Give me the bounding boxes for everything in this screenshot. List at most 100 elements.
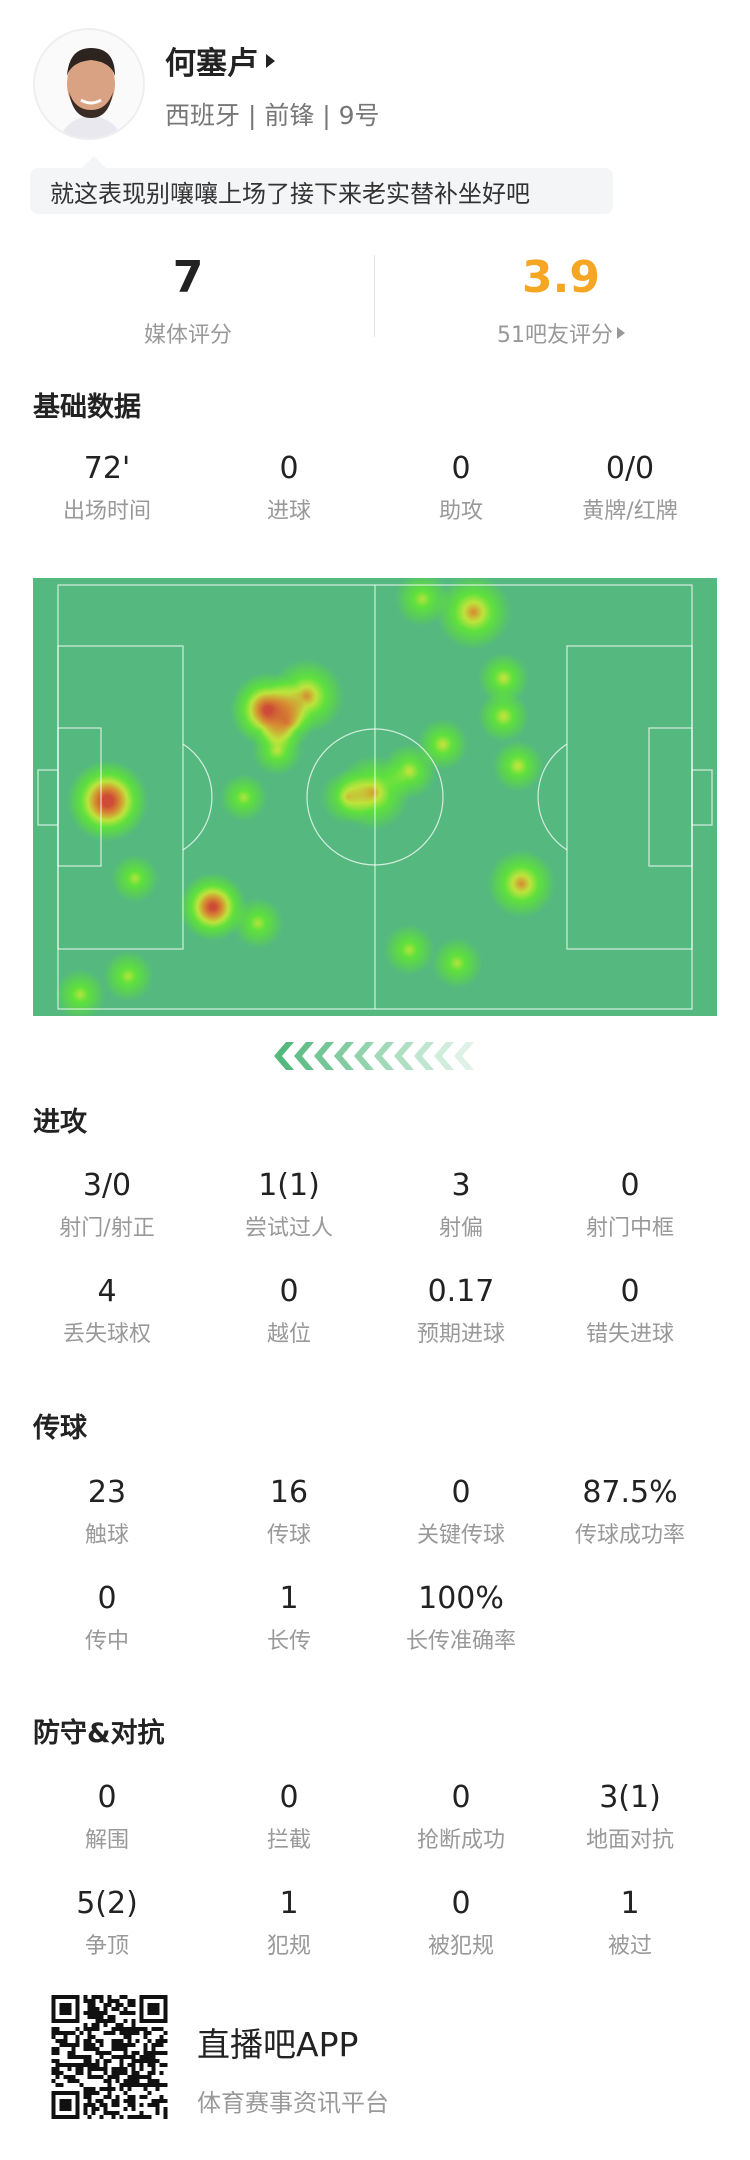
left-goal <box>37 769 59 826</box>
stat-item: 0 抢断成功 <box>375 1780 547 1854</box>
stat-item: 0 拦截 <box>203 1780 375 1854</box>
stat-item: 0 关键传球 <box>375 1475 547 1549</box>
chevron-left-icon <box>414 1042 434 1070</box>
player-avatar[interactable] <box>33 28 145 140</box>
stat-item: 3(1) 地面对抗 <box>544 1780 716 1854</box>
stat-label: 尝试过人 <box>244 1216 333 1241</box>
stat-item: 0 越位 <box>203 1274 375 1348</box>
stat-label: 拦截 <box>266 1828 311 1853</box>
stat-value: 1(1) <box>258 1168 320 1203</box>
stat-value: 1 <box>279 1886 299 1921</box>
stat-value: 4 <box>97 1274 117 1309</box>
stat-item: 3 射偏 <box>375 1168 547 1242</box>
stat-item: 4 丢失球权 <box>21 1274 193 1348</box>
stat-value: 3(1) <box>599 1780 661 1815</box>
section-title-attack: 进攻 <box>33 1107 87 1138</box>
stat-item: 16 传球 <box>203 1475 375 1549</box>
section-title-defense: 防守&对抗 <box>33 1718 165 1749</box>
stat-item: 5(2) 争顶 <box>21 1886 193 1960</box>
caret-right-icon <box>266 53 275 68</box>
chevron-left-icon <box>314 1042 334 1070</box>
fan-rating-value: 3.9 <box>522 252 600 303</box>
stat-item: 0/0 黄牌/红牌 <box>544 451 716 525</box>
stat-label: 传球 <box>266 1523 311 1548</box>
stat-value: 0 <box>451 451 471 486</box>
stat-value: 1 <box>620 1886 640 1921</box>
stat-label: 出场时间 <box>62 499 151 524</box>
stat-label: 抢断成功 <box>416 1828 505 1853</box>
stat-item: 0 被犯规 <box>375 1886 547 1960</box>
left-penalty-arc <box>182 743 213 851</box>
stat-item: 0 错失进球 <box>544 1274 716 1348</box>
chevron-left-icon <box>354 1042 374 1070</box>
right-goal-box <box>648 727 693 867</box>
fan-rating[interactable]: 3.9 51吧友评分 <box>376 252 746 349</box>
stat-value: 0 <box>279 1780 299 1815</box>
chevron-left-icon <box>394 1042 414 1070</box>
heatmap-pitch <box>33 578 717 1016</box>
stat-label: 射门中框 <box>585 1216 674 1241</box>
stat-value: 3 <box>451 1168 471 1203</box>
player-name: 何塞卢 <box>165 46 258 82</box>
stat-value: 1 <box>279 1581 299 1616</box>
player-name-link[interactable]: 何塞卢 <box>165 38 275 83</box>
section-title-passing: 传球 <box>33 1413 87 1444</box>
stat-value: 0 <box>279 451 299 486</box>
stat-value: 0 <box>279 1274 299 1309</box>
stat-item: 1(1) 尝试过人 <box>203 1168 375 1242</box>
chevron-left-icon <box>374 1042 394 1070</box>
stat-item: 87.5% 传球成功率 <box>544 1475 716 1549</box>
stat-value: 5(2) <box>76 1886 138 1921</box>
stat-label: 射门/射正 <box>59 1216 155 1241</box>
fan-rating-label: 51吧友评分 <box>497 323 613 348</box>
pitch-lines <box>37 584 713 1010</box>
stat-item: 72' 出场时间 <box>21 451 193 525</box>
chevron-left-icon <box>434 1042 454 1070</box>
stat-item: 0 解围 <box>21 1780 193 1854</box>
player-photo-icon <box>35 30 143 138</box>
chevron-left-icon <box>334 1042 354 1070</box>
stat-value: 100% <box>418 1581 504 1616</box>
stat-value: 0 <box>620 1274 640 1309</box>
left-penalty-box <box>57 645 184 950</box>
right-goal <box>691 769 713 826</box>
media-rating: 7 媒体评分 <box>3 252 373 349</box>
stat-label: 地面对抗 <box>585 1828 674 1853</box>
comment-text: 就这表现别嚷嚷上场了接下来老实替补坐好吧 <box>50 179 530 208</box>
right-penalty-box <box>566 645 693 950</box>
qr-code-icon <box>51 1995 168 2119</box>
stat-value: 0 <box>451 1886 471 1921</box>
stat-label: 被犯规 <box>427 1934 494 1959</box>
stat-value: 0 <box>620 1168 640 1203</box>
stat-label: 争顶 <box>84 1934 129 1959</box>
stat-value: 0/0 <box>605 451 655 486</box>
stat-item: 3/0 射门/射正 <box>21 1168 193 1242</box>
caret-right-icon <box>617 327 625 339</box>
stat-item: 0.17 预期进球 <box>375 1274 547 1348</box>
chevron-left-icon <box>274 1042 294 1070</box>
stat-label: 越位 <box>266 1322 311 1347</box>
stat-value: 0.17 <box>427 1274 495 1309</box>
stat-label: 被过 <box>607 1934 652 1959</box>
right-penalty-arc <box>537 743 568 851</box>
stat-item: 0 助攻 <box>375 451 547 525</box>
stat-item: 23 触球 <box>21 1475 193 1549</box>
stat-label: 解围 <box>84 1828 129 1853</box>
app-tagline: 体育赛事资讯平台 <box>197 2089 389 2117</box>
chevron-left-icon <box>454 1042 474 1070</box>
stat-label: 黄牌/红牌 <box>582 499 678 524</box>
stat-value: 0 <box>97 1780 117 1815</box>
stat-value: 16 <box>269 1475 309 1510</box>
left-goal-box <box>57 727 102 867</box>
stat-label: 传球成功率 <box>574 1523 685 1548</box>
stat-item: 100% 长传准确率 <box>375 1581 547 1655</box>
stat-item: 0 射门中框 <box>544 1168 716 1242</box>
media-rating-value: 7 <box>172 252 204 303</box>
stat-item: 0 传中 <box>21 1581 193 1655</box>
app-name: 直播吧APP <box>197 2025 359 2064</box>
stat-label: 关键传球 <box>416 1523 505 1548</box>
chevron-left-icon <box>294 1042 314 1070</box>
stat-value: 0 <box>97 1581 117 1616</box>
section-title-basic: 基础数据 <box>33 392 141 423</box>
stat-label: 丢失球权 <box>62 1322 151 1347</box>
